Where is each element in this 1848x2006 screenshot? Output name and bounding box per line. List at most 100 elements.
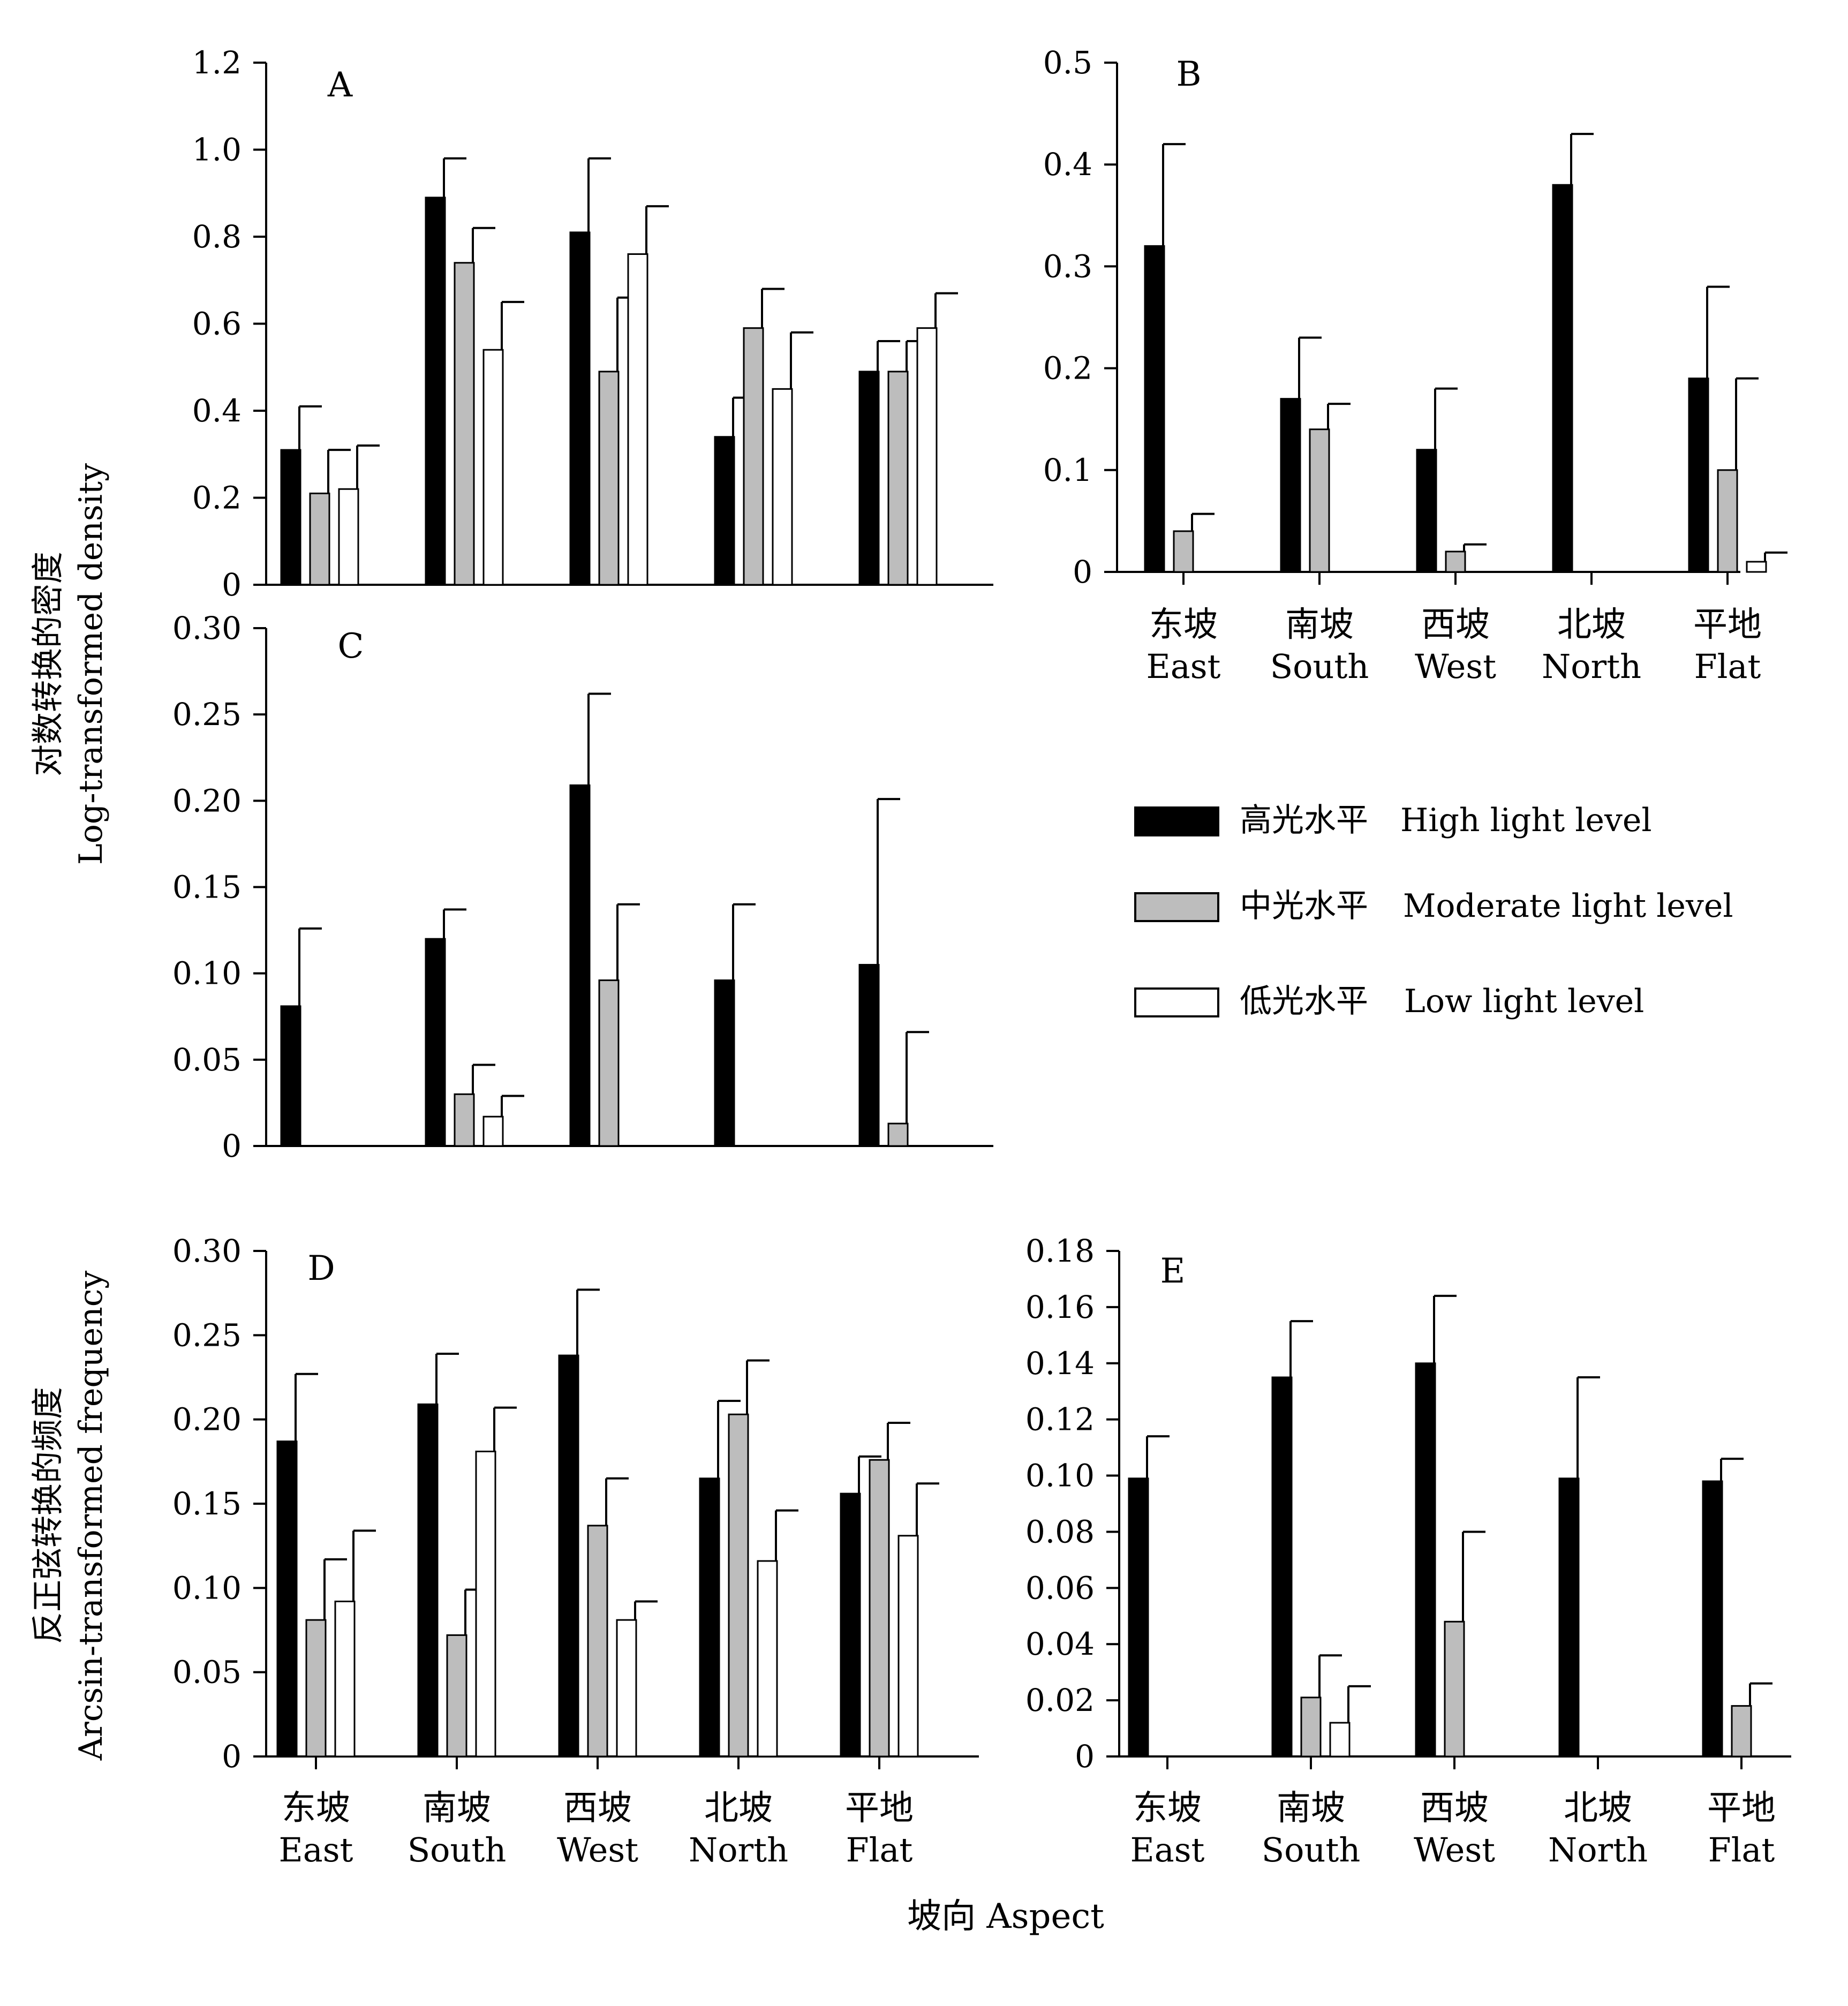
panel-a-bar-moderate bbox=[598, 371, 620, 586]
panel-d-bar-low bbox=[475, 1450, 496, 1758]
panel-e-y-tick-label: 0.14 bbox=[1025, 1345, 1095, 1382]
panel-c-y-tick-label: 0.25 bbox=[172, 696, 242, 733]
panel-c-bar-moderate bbox=[454, 1093, 475, 1147]
panel-e-bar-high bbox=[1128, 1477, 1149, 1758]
panel-e-category-label-en: West bbox=[1414, 1830, 1495, 1869]
panel-b-category-label-en: South bbox=[1270, 647, 1369, 686]
panel-e-category-label-en: Flat bbox=[1708, 1830, 1775, 1869]
panel-e-category-label-cn: 北坡 bbox=[1564, 1789, 1632, 1828]
panel-e-category-label-cn: 南坡 bbox=[1277, 1789, 1345, 1828]
panel-d-bar-moderate bbox=[728, 1413, 749, 1758]
panel-b-category-label-en: Flat bbox=[1694, 647, 1761, 686]
panel-d-y-tick-label: 0.10 bbox=[172, 1570, 242, 1606]
panel-e-y-tick-label: 0.16 bbox=[1025, 1289, 1095, 1325]
panel-e-y-tick-label: 0 bbox=[1075, 1738, 1095, 1775]
panel-e-category-label-cn: 西坡 bbox=[1420, 1789, 1489, 1828]
panel-d-y-tick-label: 0.30 bbox=[172, 1233, 242, 1269]
panel-b-y-tick-label: 0 bbox=[1073, 554, 1092, 590]
panel-c-bar-high bbox=[569, 784, 591, 1147]
panel-b-category-label-cn: 北坡 bbox=[1557, 605, 1626, 645]
panel-e-y-tick-label: 0.02 bbox=[1025, 1682, 1095, 1718]
panel-e-category-label-en: South bbox=[1262, 1830, 1361, 1869]
panel-b-y-tick-label: 0.1 bbox=[1043, 452, 1092, 488]
legend: 高光水平 High light level 中光水平 Moderate ligh… bbox=[1134, 802, 1733, 1020]
panel-e-y-tick-label: 0.12 bbox=[1025, 1401, 1095, 1438]
panel-e-category-label-en: East bbox=[1130, 1830, 1205, 1869]
panel-a-bar-high bbox=[425, 197, 446, 586]
y-title-bottom-cn: 反正弦转换的频度 bbox=[29, 1387, 67, 1644]
panel-a-y-tick-label: 1.0 bbox=[192, 132, 242, 168]
panel-e-letter: E bbox=[1160, 1251, 1186, 1291]
panel-d-category-label-cn: 平地 bbox=[845, 1789, 914, 1828]
panel-e-category-label-cn: 平地 bbox=[1707, 1789, 1776, 1828]
panel-b-bar-moderate bbox=[1445, 550, 1466, 573]
panel-d-category-label-en: South bbox=[408, 1830, 507, 1869]
panel-a-bar-low bbox=[338, 488, 359, 586]
panel-c-y-tick-label: 0.30 bbox=[172, 610, 242, 646]
panel-e-bar-moderate bbox=[1731, 1705, 1752, 1758]
panel-d-y-tick-label: 0 bbox=[222, 1738, 242, 1775]
panel-a-y-tick-label: 0 bbox=[222, 567, 242, 603]
panel-b-y-tick-label: 0.4 bbox=[1043, 146, 1092, 183]
panel-b-category-label-cn: 平地 bbox=[1693, 605, 1762, 645]
panel-c-bar-moderate bbox=[887, 1122, 909, 1147]
panel-d-bar-moderate bbox=[587, 1525, 608, 1758]
panel-c-bar-moderate bbox=[598, 979, 620, 1147]
panel-e-category-label-cn: 东坡 bbox=[1133, 1789, 1202, 1828]
panel-b-y-tick-label: 0.3 bbox=[1043, 248, 1092, 284]
panel-e-bar-moderate bbox=[1444, 1620, 1465, 1758]
panel-c-y-tick-label: 0.10 bbox=[172, 955, 242, 992]
y-title-bottom-en: Arcsin-transformed frequency bbox=[72, 1271, 110, 1761]
panel-a-y-tick-label: 0.4 bbox=[192, 393, 242, 429]
panel-e-bar-high bbox=[1558, 1477, 1580, 1758]
panel-b-y-tick-label: 0.2 bbox=[1043, 350, 1092, 387]
panel-d-letter: D bbox=[307, 1249, 335, 1288]
panel-d-y-tick-label: 0.05 bbox=[172, 1654, 242, 1691]
panel-b-bar-high bbox=[1144, 245, 1165, 573]
panel-b-bar-high bbox=[1280, 398, 1301, 573]
panel-d-category-label-en: West bbox=[557, 1830, 638, 1869]
panel-d-bar-moderate bbox=[446, 1634, 467, 1758]
legend-label-high-en: High light level bbox=[1400, 802, 1652, 839]
panel-a-bar-high bbox=[280, 449, 301, 586]
panel-c-bar-low bbox=[482, 1115, 504, 1147]
legend-swatch-high bbox=[1134, 806, 1219, 836]
panel-a-bar-low bbox=[916, 327, 938, 586]
panel-a-y-tick-label: 0.6 bbox=[192, 306, 242, 342]
panel-d-bar-low bbox=[616, 1619, 637, 1758]
panel-b-bar-high bbox=[1688, 378, 1709, 573]
panel-b-category-label-en: West bbox=[1415, 647, 1496, 686]
panel-d-bar-high bbox=[558, 1354, 579, 1758]
panel-c-y-tick-label: 0.05 bbox=[172, 1042, 242, 1078]
panel-c-y-tick-label: 0.20 bbox=[172, 782, 242, 819]
panel-d-category-label-cn: 北坡 bbox=[704, 1789, 773, 1828]
panel-b-category-label-cn: 西坡 bbox=[1421, 605, 1490, 645]
panel-c-bar-high bbox=[425, 938, 446, 1147]
legend-label-high-cn: 高光水平 bbox=[1240, 802, 1368, 839]
panel-b-y-tick-label: 0.5 bbox=[1043, 44, 1092, 81]
panel-e-chart: E 0 0.02 0.04 0.06 0.08 0.10 0.12 0.14 0.16 0.18 东坡… bbox=[1025, 1233, 1791, 1869]
panel-d-bar-low bbox=[334, 1601, 356, 1758]
panel-e-y-tick-label: 0.08 bbox=[1025, 1513, 1095, 1550]
panel-c-letter: C bbox=[338, 627, 364, 666]
panel-d-y-tick-label: 0.20 bbox=[172, 1401, 242, 1438]
panel-b-category-label-en: East bbox=[1146, 647, 1221, 686]
panel-e-y-tick-label: 0.06 bbox=[1025, 1570, 1095, 1606]
panel-b-bar-high bbox=[1552, 184, 1573, 573]
panel-c-y-tick-label: 0 bbox=[222, 1128, 242, 1164]
panel-a-letter: A bbox=[327, 65, 353, 105]
panel-b-bar-low bbox=[1746, 561, 1767, 573]
panel-d-bar-high bbox=[417, 1403, 439, 1758]
x-axis-title: 坡向 Aspect bbox=[907, 1897, 1104, 1936]
y-title-top: 对数转换的密度 Log-transformed density bbox=[29, 463, 110, 865]
panel-a-bar-high bbox=[569, 231, 591, 586]
panel-d-y-tick-label: 0.15 bbox=[172, 1485, 242, 1522]
panel-c-bar-high bbox=[714, 979, 735, 1147]
legend-label-moderate-en: Moderate light level bbox=[1403, 887, 1733, 925]
panel-d-category-label-en: Flat bbox=[846, 1830, 913, 1869]
panel-d-y-tick-label: 0.25 bbox=[172, 1317, 242, 1353]
panel-b-letter: B bbox=[1176, 55, 1201, 94]
